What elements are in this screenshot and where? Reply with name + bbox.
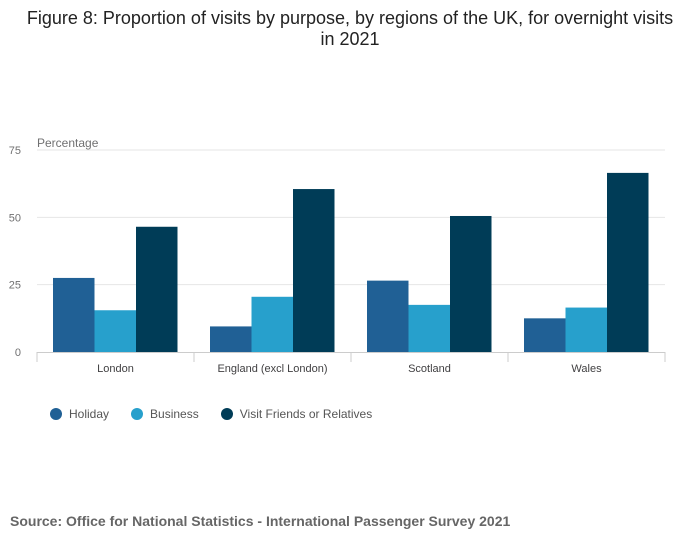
legend-item-business: Business [131,407,199,421]
legend-swatch-vfr [220,408,233,420]
bar-visit-friends-or-relatives-scotland [450,215,492,352]
legend-item-vfr: Visit Friends or Relatives [220,407,373,421]
x-tick-label: London [97,363,134,375]
y-tick-label: 25 [9,280,21,292]
legend-label-business: Business [150,407,199,421]
bar-holiday-wales [524,318,566,352]
legend-label-vfr: Visit Friends or Relatives [239,407,373,421]
y-tick-label: 0 [15,347,21,359]
y-tick-label: 75 [9,145,21,157]
bar-holiday-scotland [367,280,409,352]
chart-legend: Holiday Business Visit Friends or Relati… [50,407,394,421]
x-tick-label: England (excl London) [217,363,327,375]
legend-item-holiday: Holiday [50,407,109,421]
bar-holiday-london [53,277,95,352]
legend-swatch-holiday [50,408,62,420]
bar-visit-friends-or-relatives-london [136,226,178,352]
source-note: Source: Office for National Statistics -… [10,513,511,529]
x-tick-label: Scotland [408,363,451,375]
y-axis-label: Percentage [37,136,99,150]
legend-swatch-business [131,408,144,420]
bar-business-london [94,310,136,352]
bar-business-england-excl-london- [251,296,293,352]
x-tick-label: Wales [571,363,602,375]
bar-visit-friends-or-relatives-wales [607,172,649,352]
bar-business-scotland [408,304,450,352]
y-tick-label: 50 [9,212,21,224]
chart-title: Figure 8: Proportion of visits by purpos… [26,8,674,49]
legend-label-holiday: Holiday [69,407,110,421]
bar-visit-friends-or-relatives-england-excl-london- [293,189,335,352]
bar-holiday-england-excl-london- [210,326,252,352]
bar-business-wales [565,307,607,352]
